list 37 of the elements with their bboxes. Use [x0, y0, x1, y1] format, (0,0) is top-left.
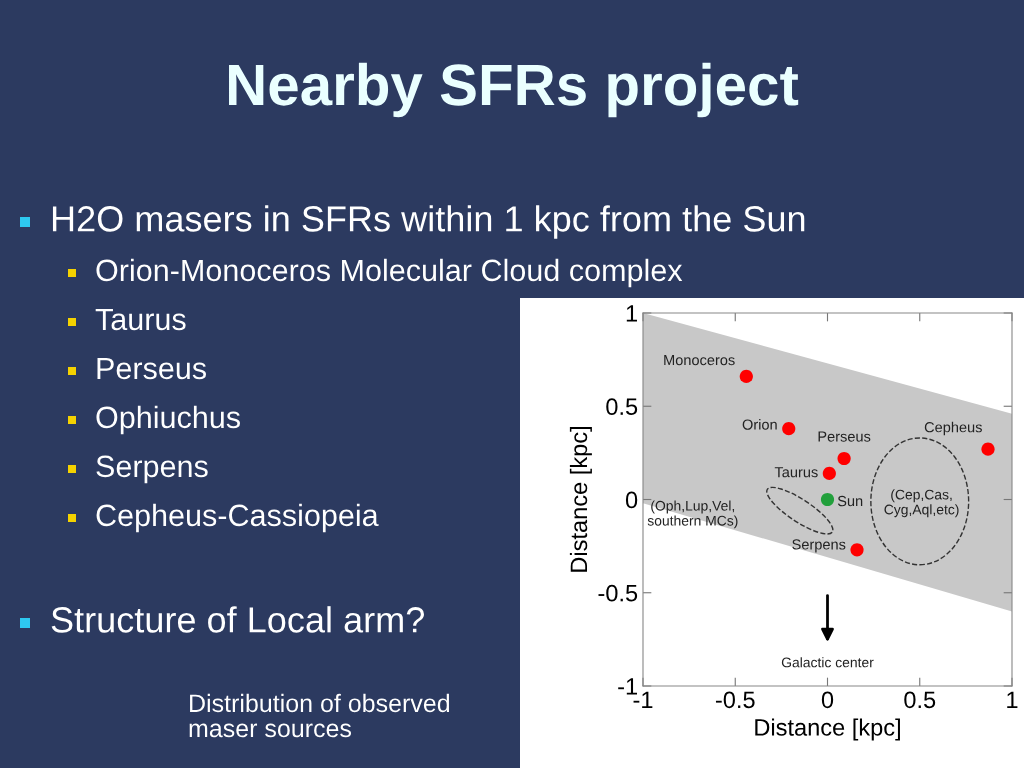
y-tick-label: 0.5 — [606, 398, 638, 416]
y-tick-label: 0 — [625, 491, 638, 509]
text: Perseus — [97, 357, 206, 380]
point — [820, 492, 835, 507]
point — [837, 451, 851, 466]
series-label: Cepheus — [924, 421, 982, 436]
x-tick-label: 0.5 — [904, 691, 936, 709]
y-tick-label: -0.5 — [598, 584, 638, 602]
x-tick-label: 1 — [1007, 691, 1018, 708]
annotation: (Cep,Cas, Cyg,Aql,etc) — [884, 489, 959, 518]
y-axis-title: Distance [kpc] — [569, 427, 592, 572]
series-label: Perseus — [818, 431, 871, 442]
text: Distribution of observed maser sources — [189, 693, 450, 738]
x-tick-label: -0.5 — [715, 691, 755, 709]
point — [822, 466, 836, 480]
x-axis-title: Distance [kpc] — [755, 718, 900, 741]
series-label: Taurus — [774, 467, 818, 478]
text: H2O masers in SFRs within 1 kpc from the Sun — [52, 205, 805, 239]
series-label: Monoceros — [664, 355, 735, 366]
annotation: (Oph,Lup,Vel, southern MCs) — [647, 500, 738, 529]
annotation: Galactic center — [781, 657, 874, 668]
series-label: Sun — [837, 495, 863, 507]
text: Taurus — [95, 308, 186, 331]
series-label: Serpens — [792, 539, 846, 553]
text: Ophiuchus — [96, 405, 240, 435]
y-tick-label: 1 — [626, 305, 637, 322]
chart-title: Nearby SFRs project — [229, 62, 799, 118]
point — [739, 369, 753, 383]
series-label: Orion — [742, 419, 777, 430]
point — [782, 422, 796, 436]
text: Orion-Monoceros Molecular Cloud complex — [96, 258, 683, 288]
text: Serpens — [96, 455, 208, 484]
point — [850, 543, 864, 557]
point — [981, 442, 995, 456]
x-tick-label: 0 — [821, 691, 834, 709]
text: Structure of Local arm? — [51, 606, 424, 633]
text: Cepheus-Cassiopeia — [96, 503, 379, 533]
